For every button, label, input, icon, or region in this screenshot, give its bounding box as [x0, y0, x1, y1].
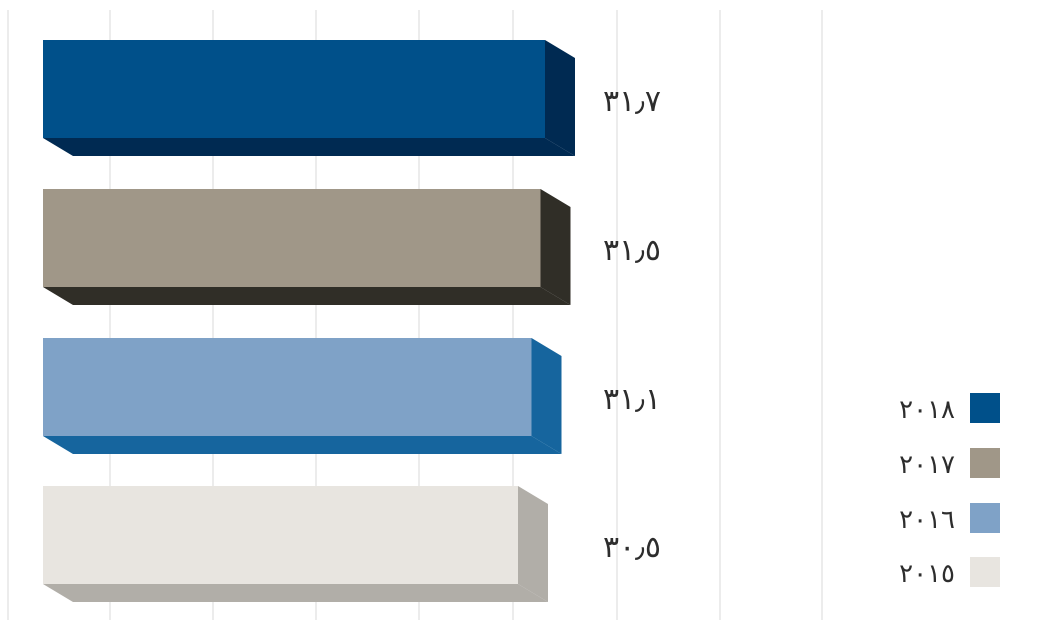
legend-label: ٢٠١٨ — [899, 395, 955, 425]
legend-swatch — [970, 503, 1000, 533]
data-label: ٣٠٫٥ — [603, 530, 661, 565]
bars — [43, 40, 575, 602]
legend: ٢٠١٨ ٢٠١٧ ٢٠١٦ ٢٠١٥ — [899, 393, 1000, 589]
data-label: ٣١٫٧ — [603, 84, 661, 119]
bar-٢٠١٥ — [43, 486, 548, 602]
bar-side — [518, 486, 548, 602]
bar-front — [43, 338, 532, 436]
bar-٢٠١٧ — [43, 189, 571, 305]
data-labels: ٣١٫٧ ٣١٫٥ ٣١٫١ ٣٠٫٥ — [603, 84, 661, 565]
legend-item: ٢٠١٦ — [899, 503, 1000, 535]
bar-bottom — [43, 436, 562, 454]
legend-label: ٢٠١٧ — [899, 450, 955, 480]
legend-swatch — [970, 557, 1000, 587]
bar-bottom — [43, 138, 575, 156]
bar-bottom — [43, 584, 548, 602]
bar-٢٠١٦ — [43, 338, 562, 454]
bar-front — [43, 40, 545, 138]
bar-bottom — [43, 287, 571, 305]
bar-side — [540, 189, 571, 305]
legend-label: ٢٠١٥ — [899, 559, 955, 589]
bar-front — [43, 486, 518, 584]
bar-side — [545, 40, 575, 156]
bar-front — [43, 189, 541, 287]
legend-item: ٢٠١٥ — [899, 557, 1000, 589]
legend-swatch — [970, 448, 1000, 478]
legend-item: ٢٠١٧ — [899, 448, 1000, 480]
legend-label: ٢٠١٦ — [899, 505, 955, 535]
data-label: ٣١٫١ — [603, 382, 661, 417]
legend-swatch — [970, 393, 1000, 423]
bar-٢٠١٨ — [43, 40, 575, 156]
data-label: ٣١٫٥ — [603, 233, 661, 268]
legend-item: ٢٠١٨ — [899, 393, 1000, 425]
bar-side — [531, 338, 562, 454]
